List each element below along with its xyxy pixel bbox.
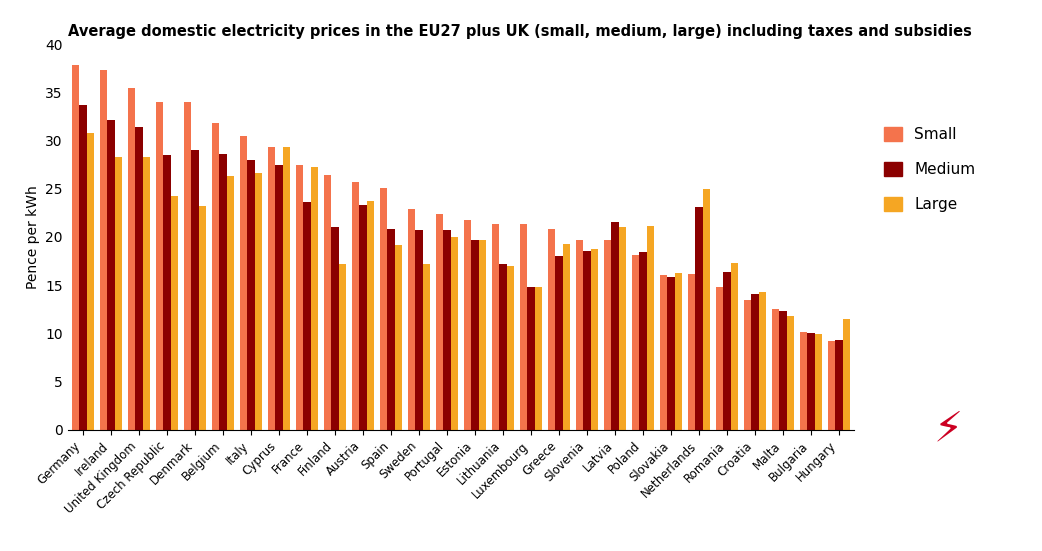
- Bar: [213, 123, 219, 430]
- Bar: [72, 66, 79, 430]
- Bar: [282, 147, 290, 430]
- Bar: [86, 133, 94, 430]
- Bar: [612, 223, 619, 430]
- Bar: [668, 278, 675, 430]
- Bar: [303, 202, 311, 430]
- Bar: [240, 136, 247, 430]
- Bar: [723, 272, 730, 430]
- Bar: [548, 229, 555, 430]
- Bar: [164, 155, 171, 430]
- Bar: [275, 165, 282, 430]
- Bar: [632, 255, 640, 430]
- Bar: [227, 176, 234, 430]
- Bar: [675, 273, 683, 430]
- Bar: [772, 309, 779, 430]
- Bar: [296, 165, 303, 430]
- Bar: [479, 240, 487, 430]
- Bar: [647, 226, 654, 430]
- Bar: [247, 160, 254, 430]
- Bar: [135, 127, 143, 430]
- Bar: [779, 311, 787, 430]
- Bar: [339, 264, 346, 430]
- Bar: [192, 150, 199, 430]
- Bar: [359, 205, 367, 430]
- Bar: [100, 70, 107, 430]
- Bar: [128, 88, 135, 430]
- Bar: [555, 256, 563, 430]
- Bar: [107, 120, 115, 430]
- Bar: [331, 227, 339, 430]
- Bar: [695, 207, 702, 430]
- Bar: [79, 105, 86, 430]
- Bar: [115, 157, 122, 430]
- Bar: [688, 274, 695, 430]
- Bar: [527, 287, 535, 430]
- Bar: [843, 319, 850, 430]
- Bar: [499, 264, 506, 430]
- Bar: [156, 102, 164, 430]
- Bar: [520, 224, 527, 430]
- Bar: [744, 300, 751, 430]
- Bar: [660, 274, 667, 430]
- Bar: [352, 182, 359, 430]
- Bar: [815, 334, 822, 430]
- Bar: [311, 166, 318, 430]
- Bar: [464, 219, 471, 430]
- Bar: [787, 316, 794, 430]
- Bar: [808, 333, 815, 430]
- Bar: [703, 188, 710, 430]
- Bar: [143, 157, 150, 430]
- Bar: [584, 251, 591, 430]
- Bar: [730, 263, 738, 430]
- Bar: [506, 266, 514, 430]
- Text: Average domestic electricity prices in the EU27 plus UK (small, medium, large) i: Average domestic electricity prices in t…: [68, 24, 971, 39]
- Bar: [416, 230, 423, 430]
- Bar: [591, 250, 598, 430]
- Legend: Small, Medium, Large: Small, Medium, Large: [877, 121, 982, 218]
- Bar: [535, 287, 542, 430]
- Bar: [436, 214, 443, 430]
- Bar: [220, 154, 227, 430]
- Bar: [836, 340, 843, 430]
- Bar: [255, 173, 263, 430]
- Bar: [471, 240, 478, 430]
- Bar: [716, 287, 723, 430]
- Bar: [563, 244, 570, 430]
- Bar: [395, 245, 402, 430]
- Bar: [444, 230, 451, 430]
- Bar: [380, 188, 388, 430]
- Bar: [759, 292, 766, 430]
- Bar: [604, 240, 612, 430]
- Bar: [451, 237, 458, 430]
- Y-axis label: Pence per kWh: Pence per kWh: [26, 185, 40, 289]
- Bar: [408, 209, 416, 430]
- Bar: [268, 147, 275, 430]
- Bar: [171, 196, 178, 430]
- Bar: [828, 341, 836, 430]
- Bar: [184, 102, 192, 430]
- Bar: [367, 201, 374, 430]
- Bar: [640, 252, 647, 430]
- Text: ⚡: ⚡: [934, 409, 963, 451]
- Bar: [492, 224, 499, 430]
- Bar: [619, 227, 626, 430]
- Bar: [423, 264, 430, 430]
- Bar: [800, 332, 808, 430]
- Bar: [324, 175, 331, 430]
- Bar: [199, 206, 206, 430]
- Bar: [751, 294, 759, 430]
- Bar: [388, 229, 395, 430]
- Bar: [576, 240, 584, 430]
